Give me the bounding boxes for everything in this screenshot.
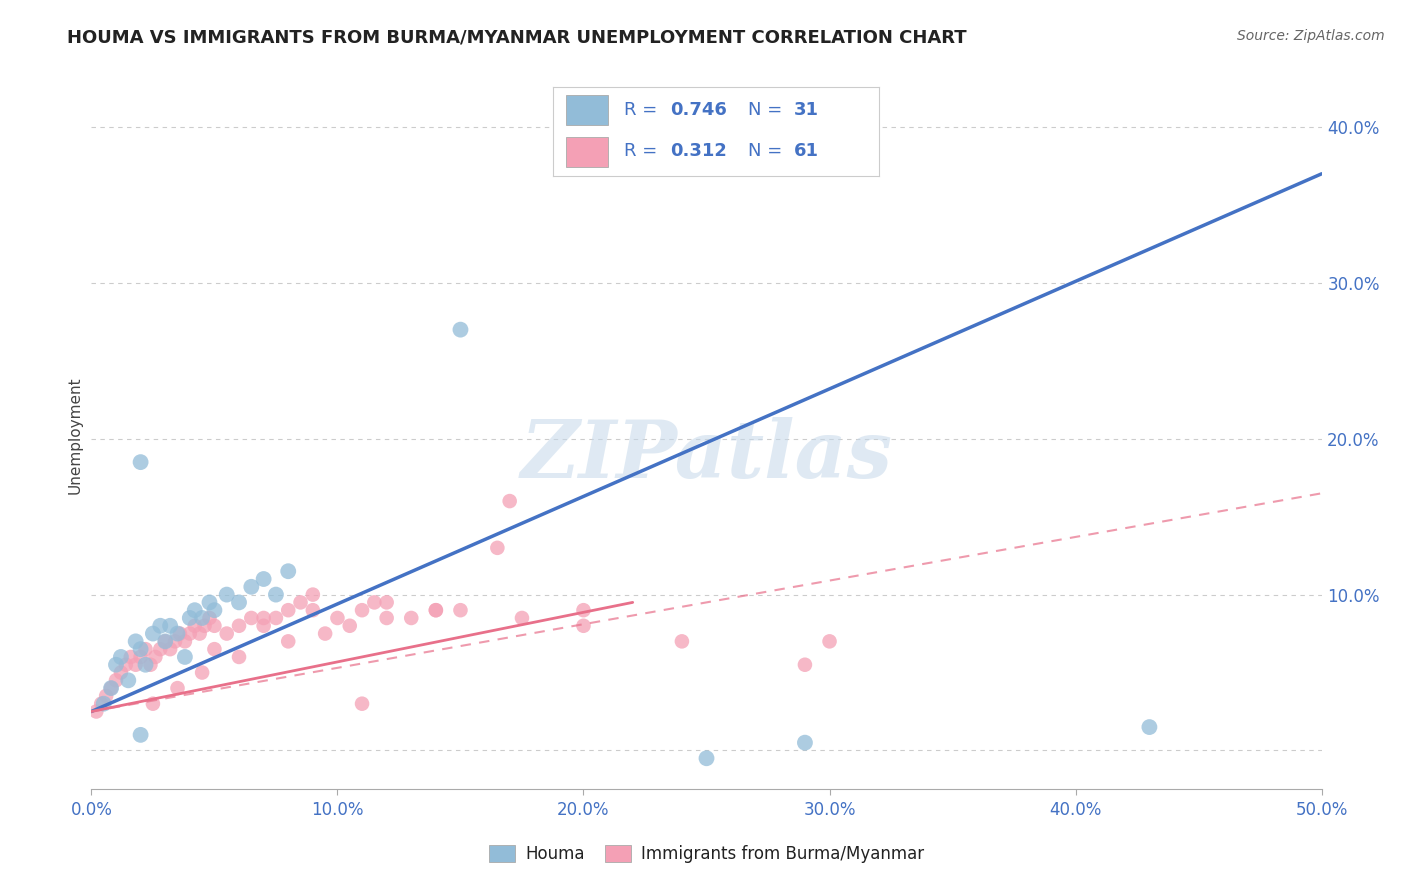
Point	[183, 619, 207, 633]
Point	[572, 619, 595, 633]
Point	[202, 642, 225, 657]
Y-axis label: Unemployment: Unemployment	[67, 376, 83, 493]
Point	[301, 588, 323, 602]
Point	[240, 611, 263, 625]
Point	[339, 619, 361, 633]
Point	[129, 649, 152, 664]
Point	[191, 665, 214, 680]
Point	[277, 564, 299, 578]
Point	[188, 626, 211, 640]
Point	[277, 603, 299, 617]
Point	[96, 689, 117, 703]
Point	[314, 626, 336, 640]
Point	[93, 697, 115, 711]
Point	[135, 642, 156, 657]
Point	[671, 634, 693, 648]
Point	[163, 634, 186, 648]
Point	[818, 634, 841, 648]
Point	[510, 611, 533, 625]
Point	[135, 657, 156, 672]
Point	[1139, 720, 1161, 734]
Text: ZIPatlas: ZIPatlas	[520, 417, 893, 495]
Point	[193, 619, 217, 633]
Point	[105, 673, 127, 688]
Point	[253, 611, 276, 625]
Point	[129, 455, 152, 469]
Point	[352, 603, 374, 617]
Point	[793, 736, 815, 750]
Point	[363, 595, 385, 609]
Point	[449, 603, 471, 617]
Point	[100, 681, 122, 695]
Point	[86, 705, 108, 719]
Point	[301, 603, 323, 617]
Point	[215, 626, 238, 640]
Point	[153, 634, 177, 648]
Point	[110, 665, 132, 680]
Point	[110, 649, 132, 664]
Point	[179, 626, 201, 640]
Point	[142, 697, 165, 711]
Point	[264, 588, 287, 602]
Point	[264, 611, 287, 625]
Point	[124, 657, 146, 672]
Point	[105, 657, 127, 672]
Point	[159, 619, 181, 633]
Point	[100, 681, 122, 695]
Point	[139, 657, 162, 672]
Point	[425, 603, 447, 617]
Point	[129, 642, 152, 657]
Point	[449, 323, 471, 337]
Point	[228, 619, 250, 633]
Point	[253, 572, 276, 586]
Text: HOUMA VS IMMIGRANTS FROM BURMA/MYANMAR UNEMPLOYMENT CORRELATION CHART: HOUMA VS IMMIGRANTS FROM BURMA/MYANMAR U…	[67, 29, 967, 46]
Point	[498, 494, 520, 508]
Point	[793, 657, 815, 672]
Point	[425, 603, 447, 617]
Point	[277, 634, 299, 648]
Point	[153, 634, 177, 648]
Point	[124, 634, 146, 648]
Point	[198, 595, 221, 609]
Point	[117, 673, 139, 688]
Point	[290, 595, 312, 609]
Point	[572, 603, 595, 617]
Point	[114, 657, 138, 672]
Point	[486, 541, 509, 555]
Point	[142, 626, 165, 640]
Point	[120, 649, 142, 664]
Point	[253, 619, 276, 633]
Point	[159, 642, 181, 657]
Point	[215, 588, 238, 602]
Point	[326, 611, 349, 625]
Point	[352, 697, 374, 711]
Point	[145, 649, 166, 664]
Point	[166, 681, 188, 695]
Point	[695, 751, 717, 765]
Point	[375, 595, 398, 609]
Point	[179, 611, 201, 625]
Point	[169, 626, 191, 640]
Point	[228, 649, 250, 664]
Text: Source: ZipAtlas.com: Source: ZipAtlas.com	[1237, 29, 1385, 43]
Point	[129, 728, 152, 742]
Point	[174, 649, 197, 664]
Point	[183, 603, 207, 617]
Point	[174, 634, 197, 648]
Point	[399, 611, 422, 625]
Point	[202, 603, 225, 617]
Point	[149, 642, 172, 657]
Legend: Houma, Immigrants from Burma/Myanmar: Houma, Immigrants from Burma/Myanmar	[482, 838, 931, 870]
Point	[90, 697, 112, 711]
Point	[166, 626, 188, 640]
Point	[202, 619, 225, 633]
Point	[191, 611, 214, 625]
Point	[375, 611, 398, 625]
Point	[240, 580, 263, 594]
Point	[149, 619, 172, 633]
Point	[228, 595, 250, 609]
Point	[198, 611, 221, 625]
